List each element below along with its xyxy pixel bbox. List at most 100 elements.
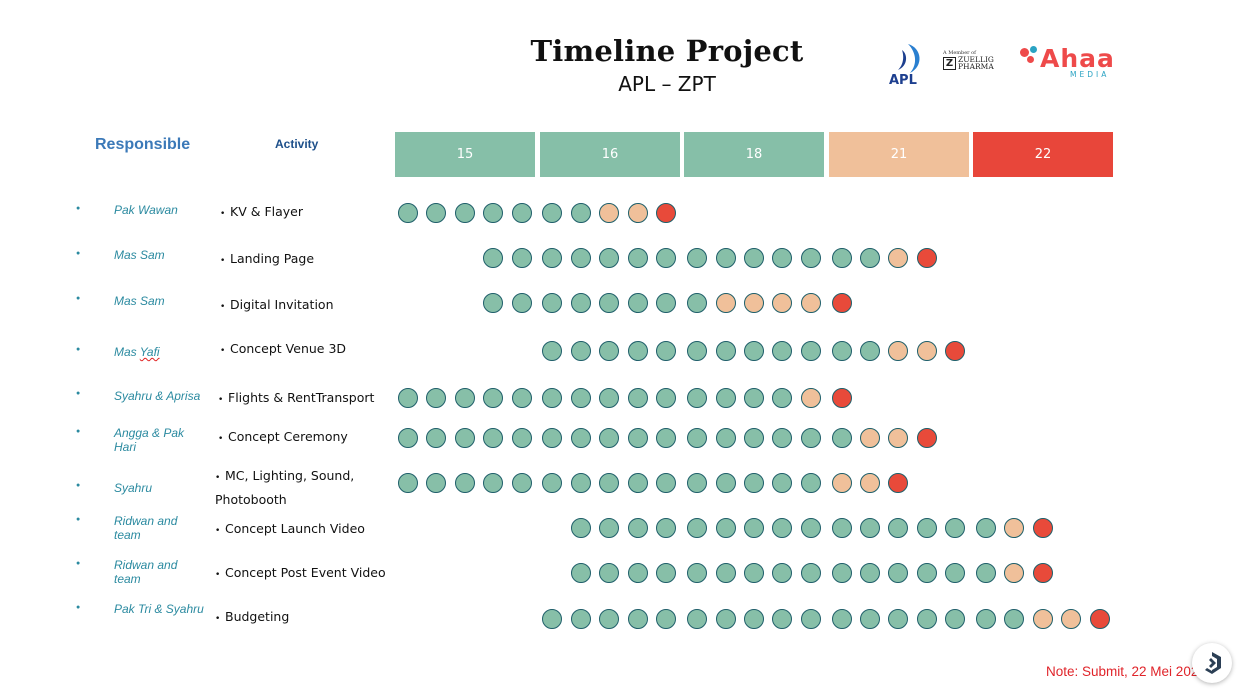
status-circle-peach — [917, 341, 937, 361]
responsible-cell: Syahru — [114, 481, 153, 495]
status-circle-green — [542, 473, 562, 493]
status-circle-green — [945, 563, 965, 583]
apl-logo: APL — [888, 40, 934, 88]
status-circle-green — [656, 473, 676, 493]
status-circle-green — [599, 473, 619, 493]
activity-bullet: • — [220, 302, 226, 312]
ahaa-logo-sub: MEDIA — [1070, 70, 1110, 79]
status-circle-green — [945, 609, 965, 629]
status-circle-green — [483, 248, 503, 268]
status-circle-green — [512, 248, 532, 268]
status-circle-green — [599, 293, 619, 313]
activity-bullet: • — [215, 614, 221, 624]
date-header-16: 16 — [540, 132, 680, 177]
activity-cell: • Budgeting — [215, 606, 289, 630]
status-circle-green — [542, 248, 562, 268]
status-circle-green — [687, 341, 707, 361]
activity-bullet: • — [218, 434, 224, 444]
responsible-cell: Angga & Pak Hari — [114, 426, 185, 454]
status-circle-green — [772, 248, 792, 268]
status-circle-green — [483, 203, 503, 223]
status-circle-peach — [888, 428, 908, 448]
status-circle-red — [945, 341, 965, 361]
status-circle-green — [801, 518, 821, 538]
status-circle-green — [571, 293, 591, 313]
status-circle-green — [628, 518, 648, 538]
status-circle-green — [483, 293, 503, 313]
status-circle-green — [426, 388, 446, 408]
status-circle-green — [801, 609, 821, 629]
status-circle-green — [832, 609, 852, 629]
responsible-cell: Mas Sam — [114, 294, 165, 308]
status-circle-green — [455, 428, 475, 448]
status-circle-green — [744, 518, 764, 538]
status-circle-green — [571, 609, 591, 629]
status-circle-red — [917, 248, 937, 268]
ahaa-logo-text: Ahaa — [1040, 44, 1115, 73]
responsible-cell: Pak Wawan — [114, 203, 178, 217]
status-circle-peach — [801, 293, 821, 313]
status-circle-green — [628, 473, 648, 493]
activity-label: Concept Venue 3D — [230, 341, 347, 356]
status-circle-peach — [888, 248, 908, 268]
responsible-cell: Ridwan and team — [114, 558, 178, 586]
status-circle-green — [599, 428, 619, 448]
status-circle-green — [398, 473, 418, 493]
status-circle-green — [744, 388, 764, 408]
status-circle-green — [398, 203, 418, 223]
status-circle-green — [455, 473, 475, 493]
row-bullet: ● — [76, 250, 81, 257]
status-circle-green — [716, 473, 736, 493]
zuellig-member-text: A Member of — [943, 50, 977, 56]
status-circle-green — [772, 518, 792, 538]
status-circle-green — [976, 518, 996, 538]
status-circle-peach — [744, 293, 764, 313]
status-circle-green — [398, 388, 418, 408]
submit-note: Note: Submit, 22 Mei 2025 — [1046, 664, 1206, 679]
status-circle-green — [772, 428, 792, 448]
responsible-cell: Syahru & Aprisa — [114, 389, 201, 403]
status-circle-green — [716, 609, 736, 629]
status-circle-green — [628, 341, 648, 361]
status-circle-green — [716, 563, 736, 583]
status-circle-green — [1004, 609, 1024, 629]
assistant-button[interactable] — [1192, 643, 1232, 683]
status-circle-green — [832, 248, 852, 268]
status-circle-green — [888, 518, 908, 538]
assistant-icon — [1205, 652, 1221, 674]
activity-label: Budgeting — [225, 609, 290, 624]
status-circle-green — [687, 609, 707, 629]
row-bullet: ● — [76, 560, 81, 567]
status-circle-green — [687, 473, 707, 493]
status-circle-green — [483, 473, 503, 493]
status-circle-green — [860, 563, 880, 583]
row-bullet: ● — [76, 428, 81, 435]
status-circle-green — [801, 563, 821, 583]
status-circle-peach — [716, 293, 736, 313]
status-circle-green — [888, 563, 908, 583]
status-circle-green — [687, 428, 707, 448]
status-circle-red — [1090, 609, 1110, 629]
activity-bullet: • — [215, 526, 221, 536]
status-circle-green — [687, 518, 707, 538]
activity-cell: • Concept Launch Video — [215, 518, 365, 542]
status-circle-green — [571, 563, 591, 583]
apl-logo-text: APL — [889, 73, 917, 86]
status-circle-green — [512, 203, 532, 223]
activity-bullet: • — [215, 570, 221, 580]
status-circle-green — [917, 609, 937, 629]
status-circle-green — [628, 428, 648, 448]
responsible-cell: Mas Yafi — [114, 345, 160, 359]
status-circle-green — [483, 388, 503, 408]
status-circle-peach — [1004, 563, 1024, 583]
status-circle-green — [860, 609, 880, 629]
status-circle-green — [888, 609, 908, 629]
status-circle-green — [860, 248, 880, 268]
zuellig-line2: PHARMA — [958, 62, 994, 71]
status-circle-green — [744, 563, 764, 583]
activity-cell: • Concept Venue 3D — [220, 338, 346, 362]
row-bullet: ● — [76, 205, 81, 212]
status-circle-green — [716, 388, 736, 408]
responsible-cell: Ridwan and team — [114, 514, 178, 542]
status-circle-green — [455, 203, 475, 223]
